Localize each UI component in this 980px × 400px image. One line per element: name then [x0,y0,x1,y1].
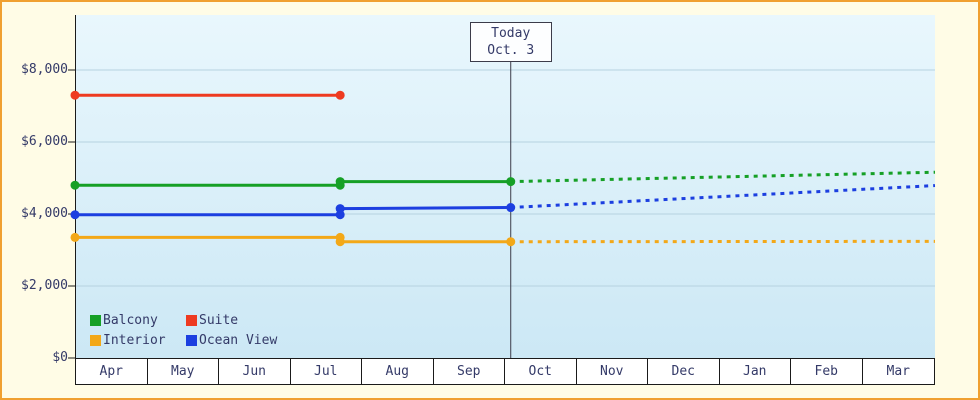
today-label: Today [491,26,531,41]
plot-area [75,15,935,358]
month-cell-oct: Oct [505,359,577,384]
month-cell-sep: Sep [434,359,505,384]
month-cell-aug: Aug [362,359,434,384]
month-cell-apr: Apr [76,359,148,384]
legend: Balcony Suite Interior Ocean View [90,310,277,350]
month-cell-feb: Feb [791,359,863,384]
month-cell-jul: Jul [291,359,362,384]
month-cell-nov: Nov [577,359,648,384]
month-cell-mar: Mar [886,364,910,379]
today-marker-box: Today Oct. 3 [469,22,552,62]
y-axis-label: $6,000 [21,134,68,149]
ocean-view-swatch-icon [186,334,197,346]
legend-label: Balcony [103,312,158,328]
legend-item-ocean-view: Ocean View [186,330,277,350]
legend-label: Ocean View [199,332,278,348]
y-axis-label: $8,000 [21,62,68,77]
month-cell-jan: Jan [720,359,791,384]
y-axis-label: $0 [52,350,68,365]
balcony-swatch-icon [90,314,101,326]
month-axis: Apr May Jun Jul Aug Sep Oct Nov Dec Jan Feb Mar [75,358,935,385]
suite-swatch-icon [186,314,197,326]
legend-item-interior: Interior [90,330,186,350]
y-axis-label: $2,000 [21,278,68,293]
month-cell-dec: Dec [648,359,720,384]
legend-item-suite: Suite [186,310,277,330]
y-axis-label: $4,000 [21,206,68,221]
interior-swatch-icon [90,334,101,346]
today-date: Oct. 3 [487,43,535,58]
legend-label: Suite [199,312,239,328]
month-cell-may: May [148,359,219,384]
month-cell-jun: Jun [219,359,291,384]
legend-label: Interior [103,332,166,348]
legend-item-balcony: Balcony [90,310,186,330]
